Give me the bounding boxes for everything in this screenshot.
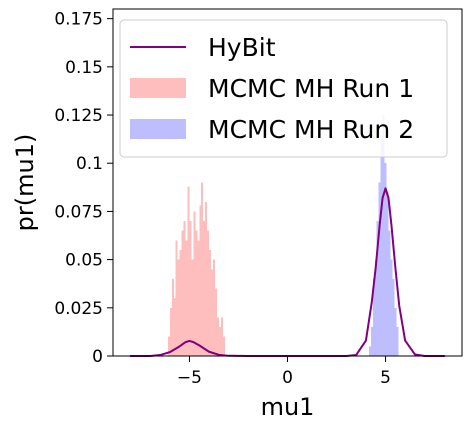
histogram-bar-run-1 (199, 205, 202, 356)
histogram-bar-run-1 (214, 288, 217, 356)
histogram-bar-run-1 (211, 269, 213, 356)
bars-layer (167, 115, 399, 357)
histogram-bar-run-2 (368, 346, 371, 356)
histogram-bar-run-1 (218, 327, 221, 356)
histogram-bar-run-1 (212, 259, 215, 356)
histogram-bar-run-1 (207, 230, 210, 356)
histogram-bar-run-1 (193, 211, 196, 356)
histogram-bar-run-1 (183, 221, 186, 356)
x-tick-label: −5 (177, 368, 202, 388)
histogram-bar-run-2 (382, 115, 385, 357)
histogram-bar-run-2 (392, 278, 395, 356)
histogram-bar-run-1 (220, 317, 223, 356)
histogram-bar-run-2 (388, 230, 391, 356)
histogram-bar-run-1 (179, 249, 182, 356)
histogram-bar-run-1 (177, 259, 180, 356)
histogram-bar-run-1 (222, 336, 225, 356)
legend-label: HyBit (208, 33, 276, 62)
histogram-bar-run-2 (390, 259, 393, 356)
histogram-bar-run-1 (173, 298, 176, 356)
x-axis-label: mu1 (261, 393, 315, 421)
y-tick-label: 0.025 (54, 299, 103, 319)
y-tick-label: 0.15 (65, 58, 103, 78)
histogram-bar-run-2 (372, 278, 375, 356)
histogram-bar-run-1 (167, 336, 170, 356)
legend-label: MCMC MH Run 1 (208, 74, 414, 103)
legend: HyBit MCMC MH Run 1 MCMC MH Run 2 (119, 19, 448, 158)
y-tick-label: 0.075 (54, 202, 103, 222)
histogram-bar-run-1 (185, 240, 188, 356)
legend-swatch-patch (130, 119, 186, 139)
histogram-bar-run-1 (169, 307, 172, 356)
histogram-bar-run-2 (370, 327, 373, 356)
x-tick-label: 5 (380, 368, 391, 388)
histogram-bar-run-2 (396, 327, 399, 356)
histogram-bar-run-1 (171, 278, 174, 356)
histogram-bar-run-2 (394, 307, 397, 356)
histogram-bar-run-2 (386, 192, 389, 356)
histogram-bar-run-2 (384, 163, 387, 356)
y-axis-label: pr(mu1) (11, 134, 39, 232)
histogram-bar-run-1 (175, 240, 178, 356)
legend-box (119, 19, 448, 158)
histogram-bar-run-1 (205, 201, 208, 356)
y-tick-label: 0.175 (54, 10, 103, 30)
ticks-layer: −5 0 5 0 0.025 0.05 0.075 0.1 0.125 0.15 0.175 (54, 10, 391, 388)
histogram-bar-run-1 (189, 221, 192, 356)
histogram-bar-run-1 (209, 249, 212, 356)
legend-swatch-patch (130, 78, 186, 98)
histogram-bar-run-1 (216, 317, 219, 356)
histogram-bar-run-2 (380, 134, 383, 356)
y-tick-label: 0.1 (76, 154, 103, 174)
x-tick-label: 0 (282, 368, 293, 388)
histogram-bar-run-1 (195, 230, 198, 356)
histogram-bar-run-1 (197, 240, 200, 356)
y-tick-label: 0.125 (54, 106, 103, 126)
histogram-bar-run-1 (203, 221, 206, 356)
histogram-bar-run-1 (201, 182, 204, 356)
histogram-bar-run-2 (376, 221, 379, 356)
y-tick-label: 0.05 (65, 251, 103, 271)
histogram-bar-run-2 (374, 259, 377, 356)
y-tick-label: 0 (92, 347, 103, 367)
histogram-bar-run-1 (181, 230, 184, 356)
histogram-bar-run-1 (187, 186, 190, 356)
histogram-bar-run-2 (378, 182, 381, 356)
histogram-bar-run-1 (191, 259, 194, 356)
legend-label: MCMC MH Run 2 (208, 115, 414, 144)
